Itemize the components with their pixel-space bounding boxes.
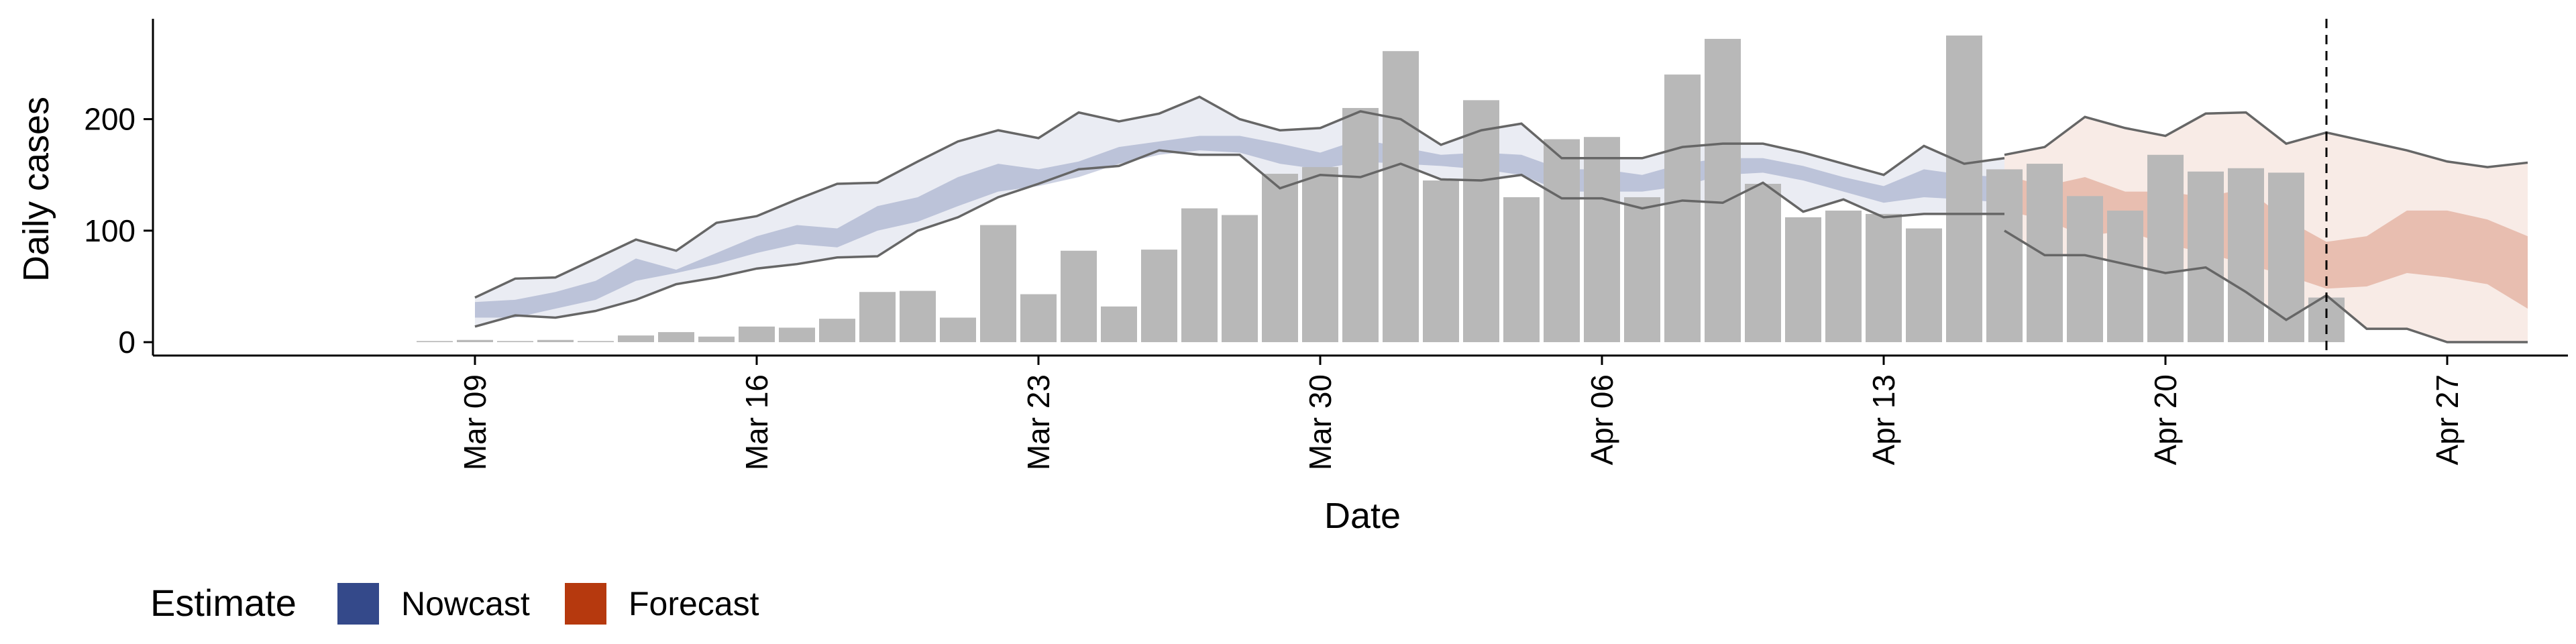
bar (980, 225, 1016, 343)
bar (2228, 168, 2264, 343)
bar (900, 290, 936, 343)
bar (1866, 213, 1902, 343)
nowcast-lower90-line (474, 149, 2004, 328)
bar (417, 341, 453, 343)
bar (940, 317, 976, 343)
bar (1101, 306, 1137, 343)
bar (1584, 137, 1620, 343)
x-tick-label: Mar 23 (1021, 374, 1056, 470)
x-axis-title: Date (1324, 496, 1401, 536)
ribbon-layer (475, 97, 2528, 343)
bar (698, 336, 735, 343)
bar (1544, 139, 1580, 343)
bar (1423, 180, 1459, 343)
nowcast-band-50 (475, 136, 2004, 318)
bar (2147, 154, 2184, 343)
legend-swatch-forecast (565, 583, 606, 625)
bar (1785, 217, 1821, 343)
bar (1383, 51, 1419, 343)
x-tick-label: Apr 27 (2430, 374, 2465, 466)
bar (2027, 164, 2063, 343)
x-tick-label: Apr 20 (2148, 374, 2183, 466)
x-axis-ticks: Mar 09 Mar 16 Mar 23 Mar 30 Apr 06 Apr 13 Apr … (458, 356, 2465, 470)
y-tick-label: 0 (118, 325, 136, 360)
bar (497, 341, 533, 343)
y-tick-label: 100 (84, 213, 136, 248)
legend-swatch-nowcast (337, 583, 379, 625)
x-tick-label: Mar 09 (458, 374, 492, 470)
bar (1342, 107, 1379, 343)
bar (1061, 250, 1097, 343)
bar (618, 335, 654, 343)
bar (2067, 196, 2103, 343)
bar (1705, 38, 1741, 343)
bar (1020, 294, 1057, 343)
interval-lines-layer (474, 95, 2528, 343)
bar (1745, 184, 1781, 343)
x-tick-label: Apr 13 (1866, 374, 1901, 466)
bar (1986, 169, 2023, 343)
bar (1664, 74, 1701, 343)
bar (859, 292, 896, 343)
bar (1141, 250, 1177, 343)
x-tick-label: Mar 16 (739, 374, 774, 470)
x-tick-label: Apr 06 (1585, 374, 1619, 466)
legend-label-nowcast: Nowcast (401, 585, 530, 623)
bar (1503, 197, 1540, 343)
legend: Estimate Nowcast Forecast (150, 582, 759, 625)
bar (2188, 171, 2224, 343)
bar (1946, 35, 1982, 343)
y-axis-ticks: 0 100 200 (84, 102, 153, 360)
bar (1825, 210, 1862, 343)
bar (1222, 215, 1258, 343)
bar (739, 326, 775, 343)
bar (1906, 228, 1942, 343)
nowcast-band-90 (475, 97, 2004, 327)
bar (1262, 174, 1298, 343)
bar (457, 339, 493, 343)
bar (2268, 172, 2304, 343)
legend-label-forecast: Forecast (629, 585, 759, 623)
forecast-lower90-line (2004, 229, 2528, 343)
bar (1181, 208, 1218, 343)
bar (537, 339, 574, 343)
legend-title: Estimate (150, 582, 297, 624)
bar (1302, 167, 1338, 343)
bar (819, 319, 855, 343)
bar (578, 341, 614, 343)
forecast-band-90 (2004, 112, 2528, 343)
x-tick-label: Mar 30 (1303, 374, 1338, 470)
bar (658, 332, 694, 343)
bar (1463, 100, 1499, 343)
y-tick-label: 200 (84, 102, 136, 137)
forecast-band-50 (2004, 174, 2528, 309)
nowcast-upper90-line (474, 95, 2005, 299)
bar (2107, 210, 2143, 343)
bar (1624, 197, 1660, 343)
bar (779, 327, 815, 343)
bar-layer (417, 35, 2345, 343)
forecast-upper90-line (2004, 111, 2528, 168)
y-axis-title: Daily cases (16, 97, 56, 282)
